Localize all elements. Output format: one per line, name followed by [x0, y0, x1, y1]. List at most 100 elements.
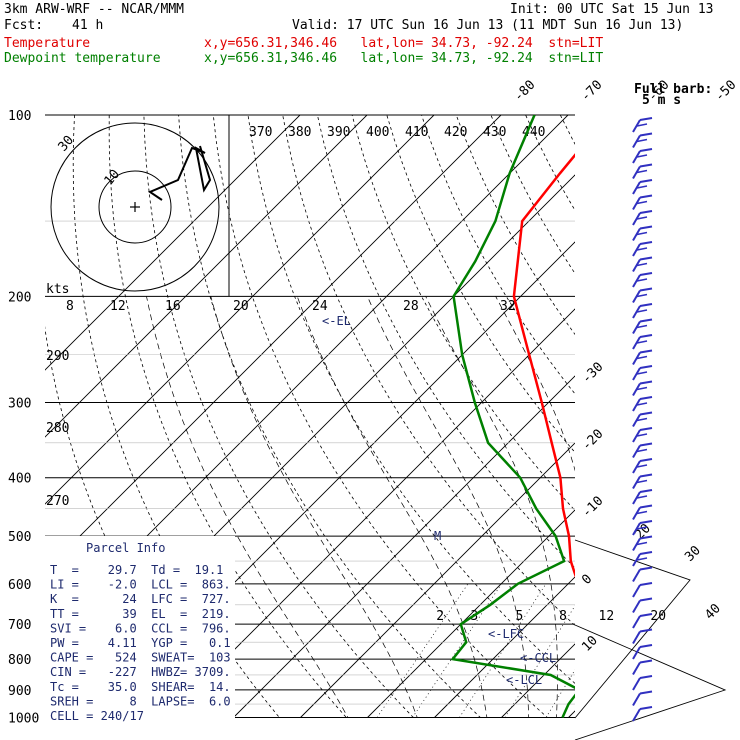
theta-label: 380 — [288, 125, 311, 140]
wind-barb — [632, 243, 641, 257]
level-annotations: <-EL <-LFC <-CCL <-LCL M — [322, 314, 556, 687]
wind-barb — [632, 119, 641, 133]
wind-barb — [632, 150, 641, 164]
dry-adiabat — [525, 115, 575, 211]
wind-barb — [632, 367, 641, 381]
parcel-info-row: CIN = -227 HWBZ= 3709. — [50, 665, 231, 679]
wind-barb — [632, 661, 641, 676]
wind-barb — [639, 272, 653, 276]
forecast-label: Fcst: — [4, 18, 44, 33]
temperature-location: x,y=656.31,346.46 lat,lon= 34.73, -92.24… — [204, 36, 604, 51]
dry-adiabat — [664, 115, 740, 730]
wind-barb — [632, 522, 641, 536]
wind-barb — [639, 644, 653, 648]
wind-barb — [639, 458, 653, 462]
theta-label: 430 — [483, 125, 506, 140]
moist-adiabat — [146, 296, 349, 718]
wind-barb — [639, 380, 653, 385]
wind-barb — [636, 464, 648, 468]
moist-adiabat — [636, 296, 683, 730]
wind-barb — [639, 287, 653, 292]
isotherm-line — [703, 115, 740, 718]
mixing-ratio-label: 20 — [650, 609, 666, 624]
wind-barb — [632, 615, 641, 629]
moist-adiabats — [146, 296, 683, 730]
wind-barb — [632, 646, 641, 660]
wind-barb — [639, 535, 653, 540]
wind-barb — [639, 473, 653, 478]
wind-barb — [639, 628, 653, 633]
isotherm-context-line — [574, 624, 727, 740]
hodograph: 10 30 kts 8 12 16 20 24 28 32 — [46, 115, 516, 314]
wind-barb — [639, 582, 653, 586]
wind-barb — [632, 413, 641, 428]
dry-adiabat — [178, 115, 482, 718]
wind-barb — [636, 371, 648, 375]
wind-barb — [632, 677, 641, 691]
wind-barb — [636, 526, 648, 530]
wind-barb — [632, 320, 641, 335]
theta-e-label: 270 — [46, 494, 69, 509]
valid-time: Valid: 17 UTC Sun 16 Jun 13 (11 MDT Sun … — [292, 18, 684, 33]
isotherm-label: -70 — [578, 78, 605, 105]
parcel-info-row: TT = 39 EL = 219. — [50, 607, 231, 621]
dry-adiabat — [595, 115, 740, 730]
wind-barb — [632, 274, 641, 288]
theta-label: 390 — [327, 125, 350, 140]
wind-barb — [639, 489, 653, 493]
wind-barbs: Full barb:5 m s — [632, 82, 712, 722]
hodograph-axis-label: kts — [46, 282, 69, 297]
isotherm-label: -20 — [579, 427, 606, 454]
wind-barb — [636, 355, 648, 360]
wind-barb — [632, 196, 641, 211]
dry-adiabat — [421, 115, 575, 395]
pressure-label: 100 — [8, 109, 31, 124]
wind-barb — [636, 479, 648, 484]
isotherm-label: 40 — [702, 601, 724, 623]
mixing-ratio-label: 8 — [559, 609, 567, 624]
wind-barb — [632, 398, 641, 412]
isotherm-label: -50 — [712, 78, 739, 105]
hodograph-ring-30 — [50, 122, 220, 292]
wind-barb — [636, 185, 648, 189]
wind-barb — [639, 241, 653, 245]
wind-barb — [636, 324, 648, 329]
isotherm-line — [434, 576, 575, 718]
hodograph-tick-label: 28 — [403, 299, 419, 314]
wind-barb — [636, 495, 648, 499]
wind-barb — [636, 557, 648, 561]
mixing-ratio-line — [459, 583, 547, 718]
pressure-label: 800 — [8, 653, 31, 668]
theta-e-label: 290 — [46, 349, 69, 364]
isotherm-line — [568, 710, 575, 718]
dry-adiabat — [282, 115, 575, 627]
barb-legend-units: 5 m s — [642, 93, 681, 108]
hodograph-ring-label: 10 — [102, 167, 124, 189]
isotherm-line — [45, 115, 301, 371]
wind-barb — [639, 194, 653, 199]
forecast-hour: 41 h — [72, 18, 104, 33]
isotherm-line — [233, 375, 575, 718]
wind-barb — [636, 309, 648, 313]
theta-label: 400 — [366, 125, 389, 140]
isotherm-line — [367, 509, 575, 718]
wind-barb — [632, 444, 641, 459]
wind-barb — [632, 165, 641, 180]
dewpoint-line — [450, 115, 575, 718]
wind-barb — [636, 138, 648, 143]
wind-barb — [632, 630, 641, 645]
mixing-ratio-label: 12 — [599, 609, 615, 624]
wind-barb — [639, 427, 653, 431]
wind-barb — [636, 216, 648, 220]
wind-barb — [636, 154, 648, 158]
wind-barb — [639, 303, 653, 307]
isotherm-line — [300, 442, 575, 718]
theta-label: 370 — [249, 125, 272, 140]
temperature-legend: Temperature — [4, 36, 91, 51]
isotherm-line — [45, 115, 502, 572]
mixing-ratio-line — [376, 583, 469, 718]
pressure-label: 200 — [8, 290, 31, 305]
wind-barb — [636, 247, 648, 251]
wind-barb — [639, 396, 653, 400]
dewpoint-legend: Dewpoint temperature — [4, 51, 161, 66]
